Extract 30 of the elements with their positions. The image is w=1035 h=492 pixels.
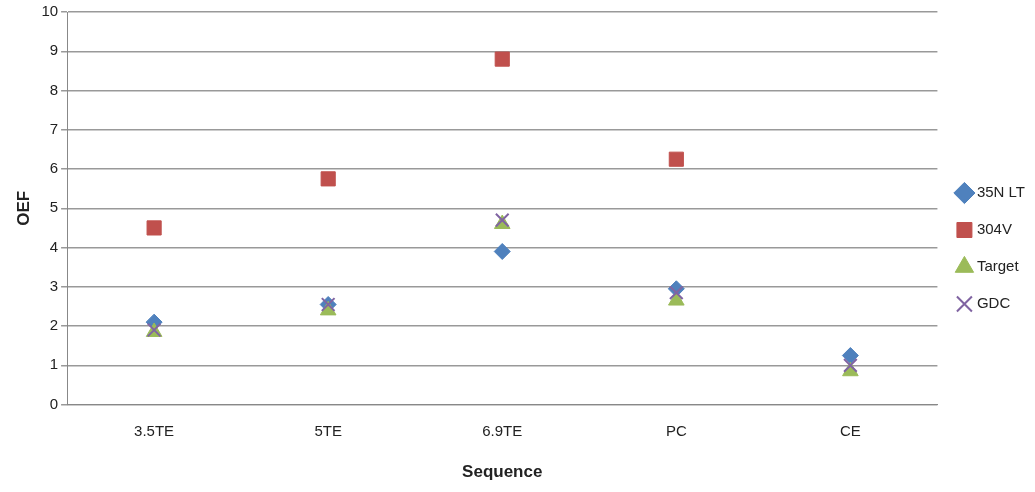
x-tick-label: 3.5TE [134, 421, 175, 439]
point [146, 220, 162, 236]
point [841, 347, 859, 365]
x-tick-label: 5TE [314, 421, 342, 439]
point [494, 51, 510, 67]
y-tick-label: 0 [49, 394, 59, 412]
y-tick-label: 1 [49, 355, 59, 373]
y-tick-label: 9 [49, 41, 59, 59]
y-tick-label: 7 [49, 119, 59, 137]
x-tick-label: 6.9TE [482, 421, 523, 439]
x-tick-label: PC [665, 421, 687, 439]
legend-label: 304V [976, 220, 1012, 238]
point [493, 242, 511, 260]
point [320, 171, 336, 187]
legend-label: Target [976, 257, 1020, 275]
legend-label: GDC [976, 294, 1011, 312]
y-tick-label: 2 [49, 316, 59, 334]
x-tick-label: CE [839, 421, 861, 439]
y-tick-label: 3 [49, 276, 59, 294]
y-tick-label: 5 [49, 198, 59, 216]
y-tick-label: 10 [41, 2, 59, 20]
x-axis-title: Sequence [462, 462, 543, 482]
legend-label: 35N LT [976, 183, 1025, 201]
point [843, 357, 858, 373]
y-axis-title: OEF [13, 190, 33, 226]
y-tick-label: 4 [49, 237, 59, 255]
y-tick-label: 6 [49, 159, 59, 177]
y-tick-label: 8 [49, 80, 59, 98]
point [668, 285, 684, 301]
point [668, 151, 684, 167]
